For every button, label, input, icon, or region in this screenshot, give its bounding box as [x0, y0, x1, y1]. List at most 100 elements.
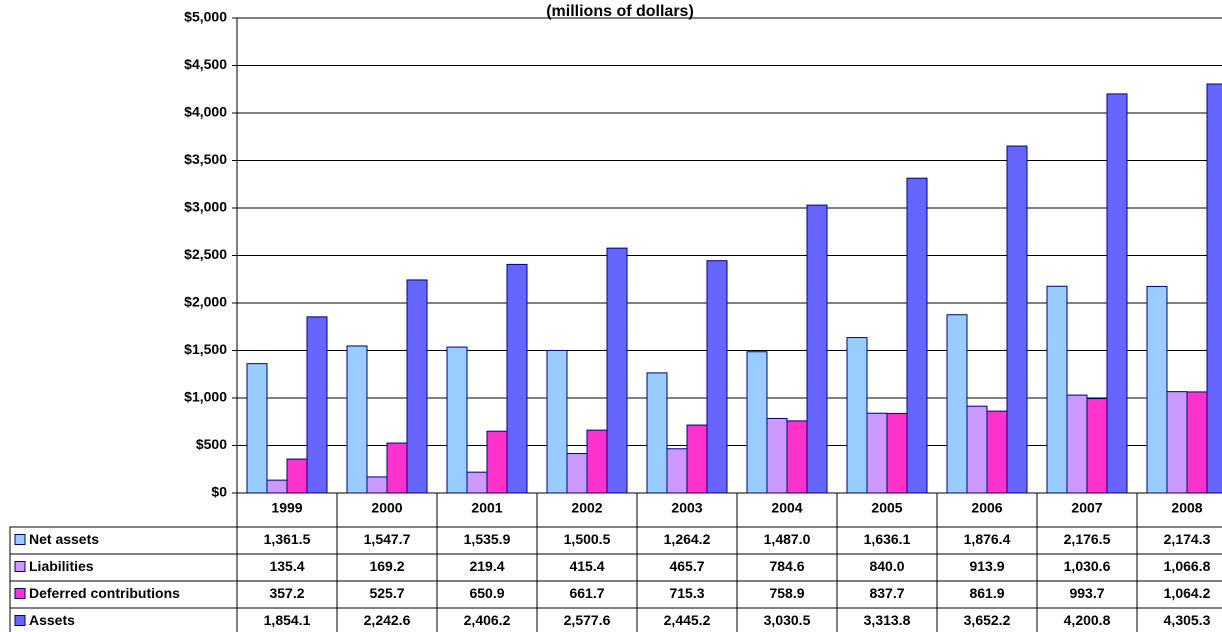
- chart-title: (millions of dollars): [546, 3, 694, 20]
- x-tick-label: 2000: [371, 500, 402, 516]
- table-value: 1,264.2: [664, 531, 711, 547]
- table-value: 913.9: [969, 558, 1004, 574]
- x-tick-label: 2001: [471, 500, 502, 516]
- table-value: 1,030.6: [1064, 558, 1111, 574]
- bar: [666, 448, 688, 494]
- y-tick-label: $1,000: [184, 389, 227, 405]
- table-value: 3,313.8: [864, 612, 911, 628]
- table-value: 3,652.2: [964, 612, 1011, 628]
- bar: [946, 314, 968, 494]
- bar: [1006, 145, 1028, 494]
- bar: [286, 458, 308, 494]
- y-tick-label: $1,500: [184, 341, 227, 357]
- table-value: 661.7: [569, 585, 604, 601]
- bar: [1206, 83, 1222, 494]
- legend-label: Deferred contributions: [29, 585, 180, 601]
- bar: [466, 471, 488, 494]
- bar: [806, 204, 828, 494]
- bar: [506, 263, 528, 494]
- bar: [766, 417, 788, 494]
- table-value: 2,406.2: [464, 612, 511, 628]
- bar: [686, 424, 708, 494]
- bar: [1186, 391, 1208, 494]
- y-tick-label: $2,000: [184, 294, 227, 310]
- table-value: 2,445.2: [664, 612, 711, 628]
- table-value: 758.9: [769, 585, 804, 601]
- bar: [886, 412, 908, 494]
- table-value: 357.2: [269, 585, 304, 601]
- bar: [1046, 285, 1068, 494]
- bar: [546, 349, 568, 494]
- bar: [1106, 93, 1128, 494]
- y-tick-label: $4,500: [184, 56, 227, 72]
- bar: [846, 337, 868, 494]
- table-value: 1,064.2: [1164, 585, 1211, 601]
- x-tick-label: 2008: [1171, 500, 1202, 516]
- table-value: 2,242.6: [364, 612, 411, 628]
- bar: [566, 453, 588, 494]
- y-tick-label: $3,500: [184, 151, 227, 167]
- table-value: 1,854.1: [264, 612, 311, 628]
- y-tick-label: $3,000: [184, 199, 227, 215]
- table-value: 1,487.0: [764, 531, 811, 547]
- bar: [306, 316, 328, 494]
- x-tick-label: 1999: [271, 500, 302, 516]
- table-value: 4,305.3: [1164, 612, 1211, 628]
- x-tick-label: 2005: [871, 500, 902, 516]
- bar: [786, 420, 808, 494]
- y-tick-label: $4,000: [184, 104, 227, 120]
- table-value: 465.7: [669, 558, 704, 574]
- x-tick-label: 2004: [771, 500, 802, 516]
- bar: [366, 476, 388, 494]
- table-value: 1,547.7: [364, 531, 411, 547]
- bar: [586, 429, 608, 494]
- x-tick-label: 2003: [671, 500, 702, 516]
- x-tick-label: 2006: [971, 500, 1002, 516]
- table-value: 1,876.4: [964, 531, 1011, 547]
- bar: [986, 410, 1008, 494]
- table-value: 784.6: [769, 558, 804, 574]
- table-value: 415.4: [569, 558, 604, 574]
- table-value: 525.7: [369, 585, 404, 601]
- y-tick-label: $5,000: [184, 9, 227, 25]
- y-tick-label: $500: [196, 436, 227, 452]
- x-tick-label: 2002: [571, 500, 602, 516]
- table-value: 840.0: [869, 558, 904, 574]
- legend-swatch: [14, 615, 26, 626]
- bar: [446, 346, 468, 494]
- table-value: 219.4: [469, 558, 504, 574]
- table-value: 861.9: [969, 585, 1004, 601]
- bar: [1066, 394, 1088, 494]
- y-tick-label: $0: [211, 484, 227, 500]
- x-tick-label: 2007: [1071, 500, 1102, 516]
- table-value: 135.4: [269, 558, 304, 574]
- legend-label: Liabilities: [29, 558, 94, 574]
- legend-swatch: [14, 561, 26, 572]
- bar: [406, 279, 428, 494]
- legend-swatch: [14, 534, 26, 545]
- table-value: 715.3: [669, 585, 704, 601]
- bar: [746, 351, 768, 494]
- bar: [246, 363, 268, 494]
- legend-swatch: [14, 588, 26, 599]
- table-value: 4,200.8: [1064, 612, 1111, 628]
- bar: [606, 247, 628, 494]
- bar: [1086, 398, 1108, 494]
- table-value: 1,500.5: [564, 531, 611, 547]
- bar: [966, 405, 988, 494]
- bar: [1146, 285, 1168, 494]
- bar: [346, 345, 368, 494]
- table-value: 650.9: [469, 585, 504, 601]
- y-tick-label: $2,500: [184, 246, 227, 262]
- table-value: 837.7: [869, 585, 904, 601]
- bar: [646, 372, 668, 494]
- legend-label: Assets: [29, 612, 75, 628]
- bar: [386, 442, 408, 494]
- bar: [486, 430, 508, 494]
- table-value: 1,636.1: [864, 531, 911, 547]
- bar: [906, 177, 928, 494]
- table-value: 2,176.5: [1064, 531, 1111, 547]
- table-value: 169.2: [369, 558, 404, 574]
- table-value: 2,577.6: [564, 612, 611, 628]
